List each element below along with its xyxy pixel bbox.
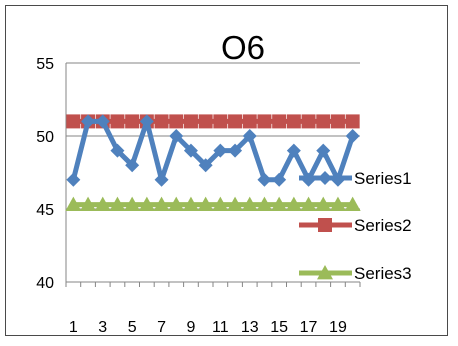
legend-label: Series2 — [354, 216, 412, 235]
x-tick-label: 15 — [270, 319, 288, 336]
chart-frame — [5, 5, 448, 336]
data-point-series1 — [198, 158, 213, 173]
data-point-series1 — [272, 172, 287, 187]
series-3 — [65, 196, 361, 212]
data-point-series2 — [213, 114, 228, 129]
series-layer — [65, 114, 361, 212]
data-point-series3 — [344, 196, 361, 212]
x-tick-label: 3 — [98, 319, 107, 336]
data-point-series3 — [329, 196, 346, 212]
data-point-series3 — [227, 196, 244, 212]
y-tick-label: 55 — [36, 56, 54, 73]
legend-item-1: Series1 — [299, 169, 412, 188]
x-tick-label: 7 — [157, 319, 166, 336]
legend-item-3: Series3 — [299, 264, 412, 283]
legend: Series1 Series2 Series3 — [299, 169, 412, 283]
legend-marker — [318, 171, 332, 185]
data-point-series3 — [109, 196, 126, 212]
x-tick-label: 17 — [300, 319, 318, 336]
data-point-series2 — [316, 114, 331, 129]
data-point-series3 — [80, 196, 97, 212]
data-point-series2 — [198, 114, 213, 129]
x-tick-label: 19 — [329, 319, 347, 336]
y-tick-label: 50 — [36, 129, 54, 146]
data-point-series1 — [183, 143, 198, 158]
data-point-series1 — [345, 129, 360, 143]
x-tick-label: 13 — [241, 319, 259, 336]
data-point-series1 — [169, 129, 184, 143]
data-point-series1 — [257, 172, 272, 187]
data-point-series2 — [228, 114, 243, 129]
data-point-series3 — [138, 196, 155, 212]
data-point-series2 — [330, 114, 345, 129]
x-tick-label: 1 — [69, 319, 78, 336]
series-2 — [66, 114, 360, 129]
data-point-series3 — [271, 196, 288, 212]
data-point-series1 — [242, 129, 257, 143]
data-point-series1 — [95, 114, 110, 129]
legend-marker — [317, 265, 333, 280]
data-point-series3 — [94, 196, 111, 212]
legend-item-2: Series2 — [299, 216, 412, 235]
y-tick-label: 45 — [36, 202, 54, 219]
data-point-series3 — [124, 196, 141, 212]
data-point-series2 — [242, 114, 257, 129]
legend-marker — [318, 218, 332, 232]
data-point-series3 — [315, 196, 332, 212]
data-point-series1 — [286, 143, 301, 158]
data-point-series3 — [65, 196, 82, 212]
data-point-series1 — [81, 114, 96, 129]
x-tick-label: 5 — [128, 319, 137, 336]
data-point-series3 — [197, 196, 214, 212]
data-point-series2 — [183, 114, 198, 129]
series-1 — [66, 114, 360, 187]
data-point-series2 — [169, 114, 184, 129]
data-point-series3 — [300, 196, 317, 212]
data-point-series3 — [182, 196, 199, 212]
data-point-series1 — [316, 143, 331, 158]
legend-label: Series3 — [354, 264, 412, 283]
data-point-series2 — [272, 114, 287, 129]
chart-title: O6 — [221, 29, 265, 66]
data-point-series2 — [345, 114, 360, 129]
data-point-series3 — [168, 196, 185, 212]
x-tick-label: 9 — [186, 319, 195, 336]
data-point-series1 — [154, 172, 169, 187]
data-point-series2 — [257, 114, 272, 129]
data-point-series1 — [139, 114, 154, 129]
data-point-series2 — [286, 114, 301, 129]
data-point-series3 — [212, 196, 229, 212]
data-point-series2 — [301, 114, 316, 129]
data-point-series1 — [228, 143, 243, 158]
data-point-series1 — [66, 172, 81, 187]
data-point-series2 — [125, 114, 140, 129]
data-point-series2 — [110, 114, 125, 129]
data-point-series2 — [66, 114, 81, 129]
data-point-series3 — [153, 196, 170, 212]
data-point-series1 — [125, 158, 140, 173]
data-point-series1 — [110, 143, 125, 158]
data-point-series3 — [256, 196, 273, 212]
legend-label: Series1 — [354, 169, 412, 188]
y-tick-label: 40 — [36, 275, 54, 292]
data-point-series3 — [285, 196, 302, 212]
data-point-series3 — [241, 196, 258, 212]
gridlines — [66, 62, 360, 283]
x-tick-label: 11 — [212, 319, 229, 336]
data-point-series2 — [154, 114, 169, 129]
data-point-series1 — [213, 143, 228, 158]
